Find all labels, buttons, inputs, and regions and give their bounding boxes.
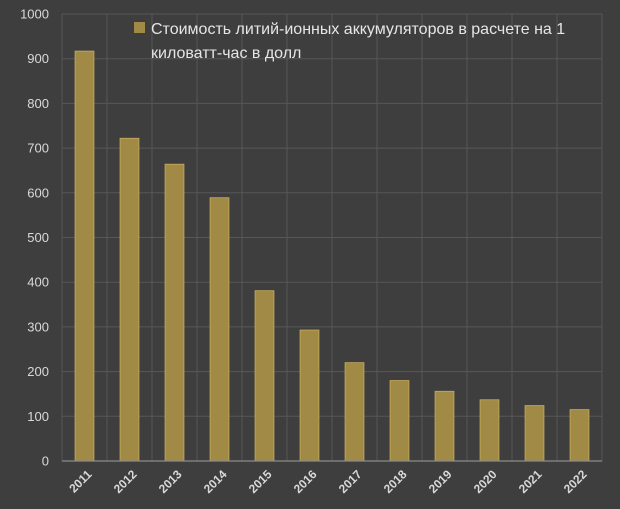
- bar: [119, 137, 140, 462]
- y-tick-label: 600: [27, 185, 49, 200]
- gridlines: [61, 13, 603, 461]
- y-tick-label: 300: [27, 319, 49, 334]
- bar: [164, 163, 185, 462]
- x-tick-label: 2022: [561, 467, 590, 496]
- bar: [434, 390, 455, 462]
- bar: [344, 362, 365, 462]
- bars: [74, 50, 590, 462]
- x-tick-label: 2020: [471, 467, 500, 496]
- bar: [254, 290, 275, 462]
- y-tick-label: 0: [42, 454, 49, 469]
- y-tick-label: 500: [27, 230, 49, 245]
- bar: [524, 405, 545, 462]
- x-tick-label: 2016: [291, 467, 320, 496]
- bar: [389, 380, 410, 462]
- y-tick-label: 200: [27, 364, 49, 379]
- y-tick-label: 100: [27, 409, 49, 424]
- bar: [569, 409, 590, 462]
- x-tick-label: 2021: [516, 467, 545, 496]
- y-tick-label: 900: [27, 51, 49, 66]
- legend-swatch: [134, 22, 145, 33]
- y-tick-label: 400: [27, 275, 49, 290]
- x-tick-label: 2018: [381, 467, 410, 496]
- x-axis-ticks: 2011 2012 2013 2014 2015 2016 2017 2018 2019 2020…: [66, 467, 590, 496]
- y-tick-label: 700: [27, 141, 49, 156]
- x-tick-label: 2013: [156, 467, 185, 496]
- x-tick-label: 2011: [66, 467, 95, 496]
- y-tick-label: 800: [27, 96, 49, 111]
- legend-label-line-2: киловатт-час в долл: [151, 45, 301, 62]
- bar: [74, 50, 95, 462]
- legend: Стоимость литий-ионных аккумуляторов в р…: [134, 21, 565, 62]
- x-tick-label: 2015: [246, 467, 275, 496]
- x-tick-label: 2012: [111, 467, 140, 496]
- y-axis-ticks: 0 100 200 300 400 500 600 700 800 900 1000: [20, 7, 49, 469]
- bar: [299, 329, 320, 462]
- bar: [209, 197, 230, 462]
- x-tick-label: 2019: [426, 467, 455, 496]
- bar: [479, 399, 500, 462]
- x-tick-label: 2017: [336, 467, 365, 496]
- x-tick-label: 2014: [201, 467, 230, 496]
- y-tick-label: 1000: [20, 7, 49, 22]
- legend-label-line-1: Стоимость литий-ионных аккумуляторов в р…: [151, 21, 565, 38]
